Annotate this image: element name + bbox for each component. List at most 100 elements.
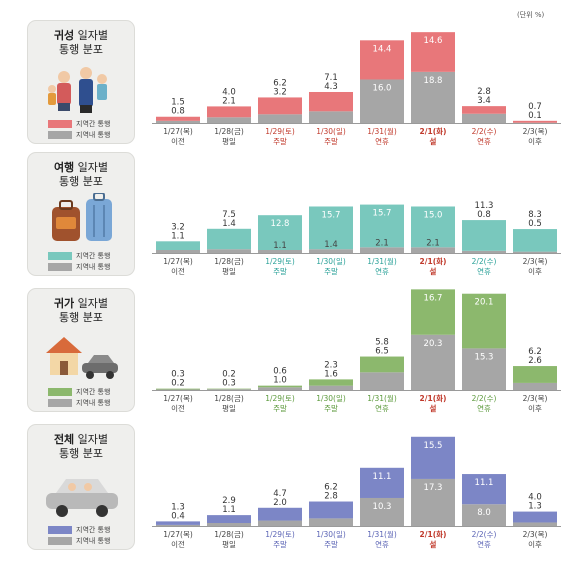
- bar-intra: [513, 122, 557, 124]
- label-card: 여행 일자별 통행 분포 지역간 통행 지역내 통행: [27, 152, 135, 276]
- bar-inter: [207, 106, 251, 118]
- card-title-rest: 일자별: [74, 161, 109, 174]
- bar-inter: [156, 521, 200, 525]
- bar-intra: [411, 71, 455, 123]
- card-title-bold: 귀성: [53, 29, 75, 42]
- x-tick-label: 2/3(목): [523, 127, 548, 136]
- data-label-inter: 11.1: [373, 472, 392, 482]
- x-tick-label: 2/1(화): [420, 393, 447, 403]
- bar-inter: [207, 388, 251, 390]
- data-label-intra: 4.3: [324, 82, 338, 92]
- x-day-label: 설: [430, 266, 437, 276]
- legend-label-intra: 지역내 통행: [76, 398, 111, 407]
- data-label-intra: 10.3: [373, 502, 392, 512]
- x-tick-label: 2/2(수): [472, 530, 497, 539]
- card-title-rest: 일자별: [74, 297, 109, 310]
- legend-label-intra: 지역내 통행: [76, 130, 111, 139]
- x-day-label: 주말: [324, 540, 338, 549]
- bar-inter: [309, 91, 353, 112]
- label-card: 귀성 일자별 통행 분포 지역간 통행 지역내 통행: [27, 20, 135, 144]
- x-day-label: 주말: [273, 137, 287, 146]
- bar-inter: [360, 204, 404, 248]
- data-label-inter: 6.2: [528, 347, 542, 357]
- panel-total: 전체 일자별 통행 분포 지역간 통행 지역내 통행: [0, 422, 580, 552]
- car-family-icon: [46, 479, 118, 517]
- bar-inter: [411, 436, 455, 479]
- bar-inter: [513, 120, 557, 123]
- bar-intra: [462, 504, 506, 526]
- bar-intra: [513, 382, 557, 390]
- x-tick-label: 2/2(수): [472, 127, 497, 136]
- x-day-label: 주말: [324, 137, 338, 146]
- x-tick-label: 2/1(화): [420, 256, 447, 266]
- x-tick-label: 2/3(목): [523, 530, 548, 539]
- legend-swatch-intra: [48, 398, 72, 407]
- data-label-intra: 0.5: [528, 219, 542, 229]
- house-car-icon: [46, 337, 118, 379]
- data-label-intra: 1.1: [273, 241, 287, 251]
- data-label-intra: 0.8: [477, 210, 491, 220]
- data-label-intra: 1.0: [273, 376, 287, 386]
- family-illustration-icon: [48, 67, 107, 113]
- bar-intra: [360, 497, 404, 526]
- data-label-intra: 3.4: [477, 96, 491, 106]
- x-day-label: 설: [430, 403, 437, 413]
- bar-inter: [462, 293, 506, 349]
- bar-intra: [309, 518, 353, 526]
- bar-inter: [309, 501, 353, 519]
- data-label-intra: 20.3: [424, 339, 443, 349]
- x-tick-label: 2/3(목): [523, 394, 548, 403]
- bar-intra: [309, 249, 353, 253]
- card-title: 귀성 일자별 통행 분포: [28, 29, 134, 57]
- bar-intra: [309, 111, 353, 123]
- bar-inter: [360, 356, 404, 373]
- bar-inter: [462, 220, 506, 251]
- bar-intra: [207, 523, 251, 526]
- x-tick-label: 1/29(토): [265, 394, 295, 403]
- bar-inter: [462, 106, 506, 114]
- x-tick-label: 1/28(금): [214, 127, 244, 136]
- x-tick-label: 1/30(일): [316, 394, 346, 403]
- bar-intra: [258, 114, 302, 123]
- panel-homecoming: 귀성 일자별 통행 분포 지역간 통행 지역내 통행: [0, 18, 580, 146]
- data-label-inter: 15.0: [424, 210, 443, 220]
- data-label-intra: 2.0: [273, 498, 287, 508]
- legend-swatch-intra: [48, 536, 72, 545]
- x-tick-label: 1/27(목): [163, 530, 193, 539]
- data-label-intra: 2.1: [222, 96, 236, 106]
- data-label-inter: 11.3: [475, 201, 494, 211]
- bar-inter: [258, 385, 302, 388]
- card-title: 귀가 일자별 통행 분포: [28, 297, 134, 325]
- bar-inter: [258, 215, 302, 251]
- x-tick-label: 1/27(목): [163, 257, 193, 266]
- data-label-inter: 1.3: [171, 502, 185, 512]
- bar-inter: [513, 229, 557, 252]
- data-label-inter: 20.1: [475, 298, 494, 308]
- bar-inter: [411, 32, 455, 72]
- data-label-intra: 0.4: [171, 511, 185, 521]
- data-label-intra: 17.3: [424, 483, 443, 493]
- bar-intra: [462, 113, 506, 123]
- data-label-intra: 0.3: [222, 379, 236, 389]
- x-tick-label: 1/31(월): [367, 529, 397, 539]
- x-day-label: 평일: [222, 539, 236, 549]
- x-tick-label: 2/3(목): [523, 257, 548, 266]
- unit-label: (단위 %): [517, 11, 545, 19]
- x-tick-label: 1/29(토): [265, 257, 295, 266]
- bar-intra: [360, 247, 404, 253]
- card-title-line2: 통행 분포: [59, 447, 103, 460]
- data-label-intra: 2.8: [324, 492, 338, 502]
- data-label-inter: 6.2: [324, 483, 338, 493]
- x-day-label: 주말: [324, 267, 338, 276]
- bar-intra: [360, 79, 404, 123]
- x-day-label: 이후: [528, 266, 542, 276]
- data-label-intra: 8.0: [477, 508, 491, 518]
- data-label-intra: 0.2: [171, 379, 185, 389]
- data-label-inter: 14.6: [424, 36, 443, 46]
- x-day-label: 이후: [528, 403, 542, 413]
- card-title-bold: 여행: [53, 161, 75, 174]
- card-title-rest: 일자별: [74, 29, 109, 42]
- data-label-intra: 1.1: [222, 505, 236, 515]
- data-label-inter: 7.1: [324, 73, 338, 83]
